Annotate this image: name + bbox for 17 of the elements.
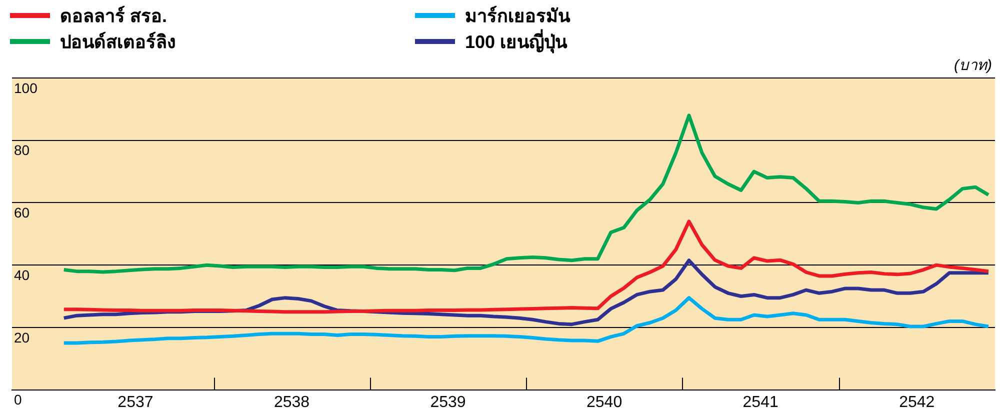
y-tick-label: 80: [14, 142, 30, 158]
y-tick-label: 0: [14, 392, 22, 408]
legend-label: ปอนด์สเตอร์ลิง: [60, 30, 176, 54]
legend-label: มาร์กเยอรมัน: [465, 4, 570, 28]
x-tick-label: 2539: [430, 394, 466, 411]
x-tick-label: 2541: [742, 394, 778, 411]
legend-label: 100 เยนญี่ปุ่น: [465, 28, 568, 56]
legend-label: ดอลลาร์ สรอ.: [60, 4, 168, 28]
y-axis-title: (บาท): [954, 56, 992, 76]
x-tick-label: 2540: [586, 394, 622, 411]
x-tick-label: 2542: [899, 394, 935, 411]
y-tick-label: 40: [14, 266, 30, 283]
y-tick-label: 60: [14, 204, 30, 221]
y-tick-label: 20: [14, 329, 30, 346]
y-tick-label: 100: [14, 80, 38, 96]
x-tick-label: 2538: [274, 394, 310, 411]
x-tick-label: 2537: [118, 394, 154, 411]
